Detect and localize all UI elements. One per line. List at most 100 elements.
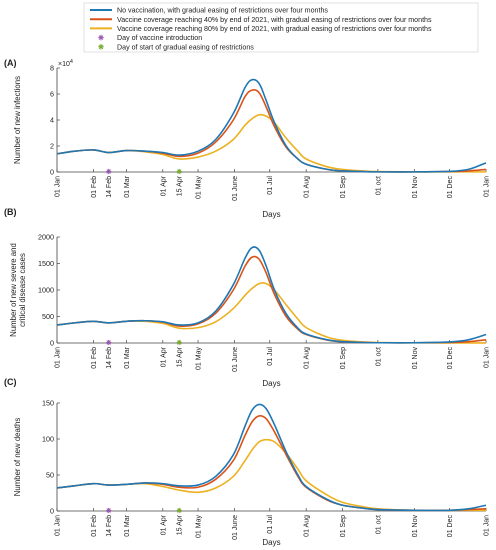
x-tick-label: 01 Jan: [55, 515, 62, 536]
y-axis-label: Number of new deaths: [13, 418, 22, 497]
x-axis-label: Days: [262, 210, 280, 219]
x-tick-label: 01 Aug: [304, 347, 311, 369]
x-tick-label: 01 Nov: [412, 515, 419, 538]
series-line: [56, 89, 487, 173]
easing-start-marker: [176, 339, 182, 346]
y-tick-label: 1500: [38, 259, 54, 268]
x-tick-label: 01 Apr: [160, 514, 167, 535]
x-tick-label: 01 Mar: [124, 175, 131, 197]
y-tick-label: 1000: [38, 286, 54, 295]
y-tick-label: 50: [46, 471, 54, 480]
series-line: [56, 246, 487, 344]
x-tick-label: 14 Feb: [106, 176, 113, 198]
x-tick-label: 01 Jan: [484, 176, 491, 197]
x-tick-label: 01 Sep: [340, 515, 347, 537]
legend-star-marker: [98, 34, 104, 41]
x-tick-label: 15 Apr: [177, 346, 184, 367]
x-tick-label: 01 Nov: [412, 347, 419, 370]
x-tick-label: 01 Dec: [447, 347, 454, 370]
x-tick-label: 01 Sep: [340, 347, 347, 369]
x-tick-label: 01 Feb: [91, 347, 98, 369]
legend-label: Vaccine coverage reaching 80% by end of …: [117, 25, 432, 33]
x-tick-label: 01 Apr: [160, 175, 167, 196]
x-tick-label: 01 Apr: [160, 346, 167, 367]
y-axis-label: Number of new infections: [13, 76, 22, 164]
y-axis-multiplier: ×104: [58, 59, 73, 68]
legend-box: [83, 2, 479, 53]
y-tick-label: 0: [50, 507, 54, 516]
series-line: [56, 415, 487, 512]
x-tick-label: 01 Jan: [55, 347, 62, 368]
easing-start-marker: [176, 507, 182, 514]
legend-label: Vaccine coverage reaching 40% by end of …: [117, 16, 432, 24]
easing-start-marker: [176, 168, 182, 175]
x-tick-label: 01 oct: [375, 347, 382, 366]
series-line: [56, 113, 486, 173]
y-tick-label: 2: [50, 142, 54, 151]
legend: No vaccination, with gradual easing of r…: [83, 2, 479, 53]
x-tick-label: 01 oct: [375, 515, 382, 534]
chart-panel: (B) 0 500 1000 1500 2000 Number of new severe …: [4, 207, 491, 388]
series-line: [56, 403, 487, 512]
x-tick-label: 15 Apr: [177, 175, 184, 196]
chart-panel: (C) 0 50 100 150 Number of new deaths 01 Jan 01…: [4, 377, 491, 547]
x-tick-label: 01 Jul: [267, 515, 274, 534]
x-tick-label: 14 Feb: [106, 515, 113, 537]
x-tick-label: 01 June: [232, 515, 239, 540]
x-tick-label: 01 Feb: [91, 176, 98, 198]
series-line: [56, 78, 487, 173]
x-tick-label: 01 Jan: [484, 515, 491, 536]
legend-entry: Vaccine coverage reaching 80% by end of …: [90, 25, 432, 33]
series-line: [56, 282, 486, 344]
x-axis-label: Days: [262, 379, 280, 388]
series-line: [56, 255, 487, 344]
panels: (A) 0 2 4 6 8 ×104 Number of new infections 01 J…: [4, 58, 491, 547]
x-tick-label: 01 Jul: [267, 176, 274, 195]
chart-panel: (A) 0 2 4 6 8 ×104 Number of new infections 01 J…: [4, 58, 491, 219]
x-tick-label: 01 Aug: [304, 176, 311, 198]
x-axis-label: Days: [262, 538, 280, 547]
x-tick-label: 01 Sep: [340, 176, 347, 198]
x-tick-label: 01 Feb: [91, 515, 98, 537]
x-tick-label: 14 Feb: [106, 347, 113, 369]
vaccine-introduction-marker: [106, 168, 112, 175]
x-tick-label: 01 Jul: [267, 347, 274, 366]
legend-label: No vaccination, with gradual easing of r…: [117, 7, 328, 15]
y-tick-label: 4: [50, 116, 54, 125]
panel-label: (C): [4, 377, 17, 387]
x-tick-label: 01 Jan: [55, 176, 62, 197]
x-tick-label: 01 May: [196, 515, 203, 538]
x-tick-label: 01 May: [196, 176, 203, 199]
y-tick-label: 0: [50, 339, 54, 348]
x-tick-label: 01 June: [232, 347, 239, 372]
y-tick-label: 6: [50, 90, 54, 99]
x-tick-label: 01 Dec: [447, 176, 454, 199]
x-tick-label: 01 Aug: [304, 515, 311, 537]
legend-entry: No vaccination, with gradual easing of r…: [90, 7, 328, 15]
y-tick-label: 2000: [38, 233, 54, 242]
x-tick-label: 15 Apr: [177, 514, 184, 535]
y-tick-label: 100: [42, 435, 54, 444]
legend-label: Day of start of gradual easing of restri…: [117, 43, 254, 51]
x-tick-label: 01 June: [232, 176, 239, 201]
series-line: [56, 438, 486, 512]
x-tick-label: 01 oct: [375, 176, 382, 195]
vaccine-introduction-marker: [106, 339, 112, 346]
x-tick-label: 01 May: [196, 347, 203, 370]
panel-label: (A): [4, 58, 17, 68]
panel-label: (B): [4, 207, 17, 217]
x-tick-label: 01 Mar: [124, 346, 131, 368]
vaccine-introduction-marker: [106, 507, 112, 514]
x-tick-label: 01 Nov: [412, 176, 419, 199]
y-axis-label: Number of new severe andcritical disease…: [9, 243, 27, 337]
y-tick-label: 8: [50, 64, 54, 73]
legend-entry: Vaccine coverage reaching 40% by end of …: [90, 16, 432, 24]
y-tick-label: 500: [42, 312, 54, 321]
legend-entry: Day of start of gradual easing of restri…: [98, 43, 254, 51]
legend-entry: Day of vaccine introduction: [98, 34, 202, 42]
y-tick-label: 0: [50, 168, 54, 177]
legend-star-marker: [98, 44, 104, 50]
x-tick-label: 01 Mar: [124, 514, 131, 536]
x-tick-label: 01 Jan: [484, 347, 491, 368]
